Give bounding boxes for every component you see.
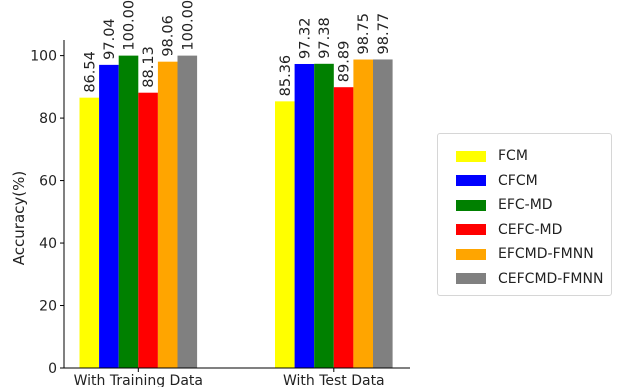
x-tick-label: With Test Data (283, 373, 385, 387)
bar-efc-md-test (314, 63, 334, 368)
x-ticks-group: With Training Data With Test Data (74, 368, 385, 387)
y-tick-label: 80 (39, 111, 57, 127)
y-tick-label: 20 (39, 299, 57, 315)
legend-item-cefc-md: CEFC-MD (456, 218, 611, 243)
data-label: 86.54 (82, 51, 98, 93)
legend-label: CEFC-MD (498, 221, 563, 238)
legend-swatch (456, 199, 486, 211)
legend-swatch (456, 175, 486, 187)
bar-cefc-md-training (138, 92, 158, 368)
legend-item-cfcm: CFCM (456, 169, 611, 194)
legend-swatch (456, 150, 486, 162)
y-tick-label: 100 (30, 49, 57, 65)
data-label: 98.77 (376, 13, 392, 55)
legend-swatch (456, 224, 486, 236)
data-label: 100.00 (180, 0, 196, 51)
bar-cfcm-training (99, 64, 119, 368)
legend-label: CEFCMD-FMNN (498, 270, 604, 287)
legend-item-efcmd-fmnn: EFCMD-FMNN (456, 242, 611, 267)
bar-cfcm-test (294, 63, 315, 369)
y-tick-label: 40 (39, 236, 57, 252)
bars-group (79, 55, 393, 369)
legend-label: CFCM (498, 172, 538, 189)
legend-item-cefcmd-fmnn: CEFCMD-FMNN (456, 267, 611, 292)
bar-efcmd-fmnn-training (157, 61, 178, 369)
y-ticks-group: 0 20 40 60 80 100 (30, 49, 64, 377)
data-label: 98.06 (161, 15, 177, 57)
bar-cefcmd-fmnn-test (373, 59, 393, 368)
bar-cefcmd-fmnn-training (177, 55, 198, 368)
data-label: 97.04 (102, 18, 118, 60)
data-label: 97.32 (297, 17, 313, 59)
y-tick-label: 0 (48, 361, 57, 377)
legend-item-efc-md: EFC-MD (456, 193, 611, 218)
bar-efc-md-training (118, 55, 139, 368)
data-label: 98.75 (356, 13, 372, 55)
legend-swatch (456, 273, 486, 285)
legend-item-fcm: FCM (456, 144, 611, 169)
legend-label: EFC-MD (498, 197, 553, 214)
bar-efcmd-fmnn-test (353, 59, 373, 369)
x-tick-label: With Training Data (74, 373, 203, 387)
bar-cefc-md-test (333, 87, 354, 369)
data-label: 97.38 (317, 17, 333, 59)
bar-fcm-test (275, 101, 295, 368)
legend-swatch (456, 248, 486, 260)
data-label: 100.00 (122, 0, 138, 51)
data-label: 89.89 (337, 41, 353, 83)
legend: FCM CFCM EFC-MD CEFC-MD EFCMD-FMNN CEFCMD-FMN… (437, 133, 612, 296)
data-label: 85.36 (278, 55, 294, 97)
legend-label: FCM (498, 148, 528, 165)
data-label: 88.13 (141, 46, 157, 88)
y-tick-label: 60 (39, 174, 57, 190)
legend-label: EFCMD-FMNN (498, 246, 594, 263)
bar-fcm-training (79, 97, 100, 368)
y-axis-label: Accuracy(%) (10, 171, 28, 265)
